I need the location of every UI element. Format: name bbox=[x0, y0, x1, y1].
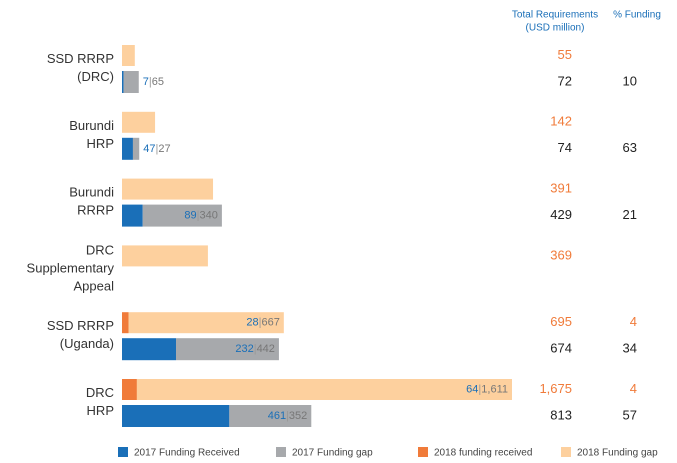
value-label-part: 64 bbox=[466, 383, 478, 395]
value-label: 28|667 bbox=[246, 317, 279, 329]
legend-label: 2017 Funding gap bbox=[292, 448, 373, 459]
value-label-part: 89 bbox=[184, 210, 196, 222]
value-label-part: 28 bbox=[246, 317, 258, 329]
value-label-part: 667 bbox=[261, 317, 279, 329]
value-label-part: 47 bbox=[143, 143, 155, 155]
column-value: 21 bbox=[623, 207, 637, 222]
column-value: 57 bbox=[623, 407, 637, 422]
value-label-part: | bbox=[478, 383, 481, 395]
column-value: 369 bbox=[550, 247, 572, 262]
column-value: 695 bbox=[550, 314, 572, 329]
value-label-part: 27 bbox=[158, 143, 170, 155]
value-label-part: 461 bbox=[268, 410, 286, 422]
bar-segment bbox=[122, 45, 135, 66]
column-value: 674 bbox=[550, 341, 572, 356]
bar-segment bbox=[128, 312, 284, 334]
bar-segment bbox=[122, 111, 156, 133]
bar-segment bbox=[122, 178, 214, 200]
column-value: 10 bbox=[623, 73, 637, 88]
value-label-part: | bbox=[254, 343, 257, 355]
value-label: 89|340 bbox=[184, 210, 217, 222]
bar-segment bbox=[136, 379, 512, 400]
category-label: DRC Supplementary Appeal bbox=[27, 243, 115, 294]
column-header: (USD million) bbox=[526, 23, 585, 34]
bar-segment bbox=[122, 71, 124, 93]
bar-segment bbox=[142, 204, 222, 227]
column-value: 813 bbox=[550, 407, 572, 422]
category-label: DRC HRP bbox=[86, 385, 114, 418]
category-label: Burundi HRP bbox=[69, 118, 114, 151]
value-label-part: 65 bbox=[152, 76, 164, 88]
value-label: 7|65 bbox=[143, 76, 164, 88]
bar-segment bbox=[122, 245, 208, 267]
category-label: Burundi RRRP bbox=[69, 185, 114, 218]
legend-label: 2018 funding received bbox=[434, 448, 532, 459]
bar-segment bbox=[122, 379, 137, 400]
value-label-part: 352 bbox=[289, 410, 307, 422]
legend-swatch bbox=[418, 447, 428, 457]
column-value: 429 bbox=[550, 207, 572, 222]
value-label: 64|1,611 bbox=[466, 383, 508, 395]
column-value: 55 bbox=[558, 47, 572, 62]
value-label: 47|27 bbox=[143, 143, 170, 155]
value-label-part: 442 bbox=[257, 343, 275, 355]
bar-segment bbox=[122, 204, 143, 227]
value-label-part: | bbox=[286, 410, 289, 422]
value-label-part: 232 bbox=[235, 343, 253, 355]
value-label: 232|442 bbox=[235, 343, 275, 355]
legend-swatch bbox=[276, 447, 286, 457]
value-label-part: 1,611 bbox=[481, 383, 508, 395]
column-value: 142 bbox=[550, 114, 572, 129]
bar-segment bbox=[229, 405, 312, 427]
legend-label: 2017 Funding Received bbox=[134, 448, 240, 459]
value-label-part: 340 bbox=[200, 210, 218, 222]
legend-label: 2018 Funding gap bbox=[577, 448, 658, 459]
value-label-part: 7 bbox=[143, 76, 149, 88]
column-value: 34 bbox=[623, 341, 637, 356]
column-value: 4 bbox=[630, 381, 637, 396]
column-value: 74 bbox=[558, 140, 572, 155]
column-value: 391 bbox=[550, 181, 572, 196]
category-label: SSD RRRP (Uganda) bbox=[47, 319, 114, 352]
column-value: 4 bbox=[630, 314, 637, 329]
legend-swatch bbox=[561, 447, 571, 457]
bar-segment bbox=[122, 405, 230, 427]
column-value: 1,675 bbox=[539, 381, 572, 396]
bar-segment bbox=[122, 137, 133, 160]
category-label: SSD RRRP (DRC) bbox=[47, 51, 114, 84]
value-label-part: | bbox=[259, 317, 262, 329]
value-label-part: | bbox=[197, 210, 200, 222]
legend-swatch bbox=[118, 447, 128, 457]
bar-segment bbox=[122, 312, 129, 334]
column-header: Total Requirements bbox=[512, 10, 598, 21]
value-label: 461|352 bbox=[268, 410, 308, 422]
column-header: % Funding bbox=[613, 10, 661, 21]
bar-segment bbox=[132, 137, 140, 160]
column-value: 72 bbox=[558, 73, 572, 88]
bar-segment bbox=[123, 71, 139, 93]
value-label-part: | bbox=[149, 76, 152, 88]
column-value: 63 bbox=[623, 140, 637, 155]
bar-segment bbox=[176, 338, 279, 361]
bar-segment bbox=[122, 338, 177, 361]
value-label-part: | bbox=[155, 143, 158, 155]
